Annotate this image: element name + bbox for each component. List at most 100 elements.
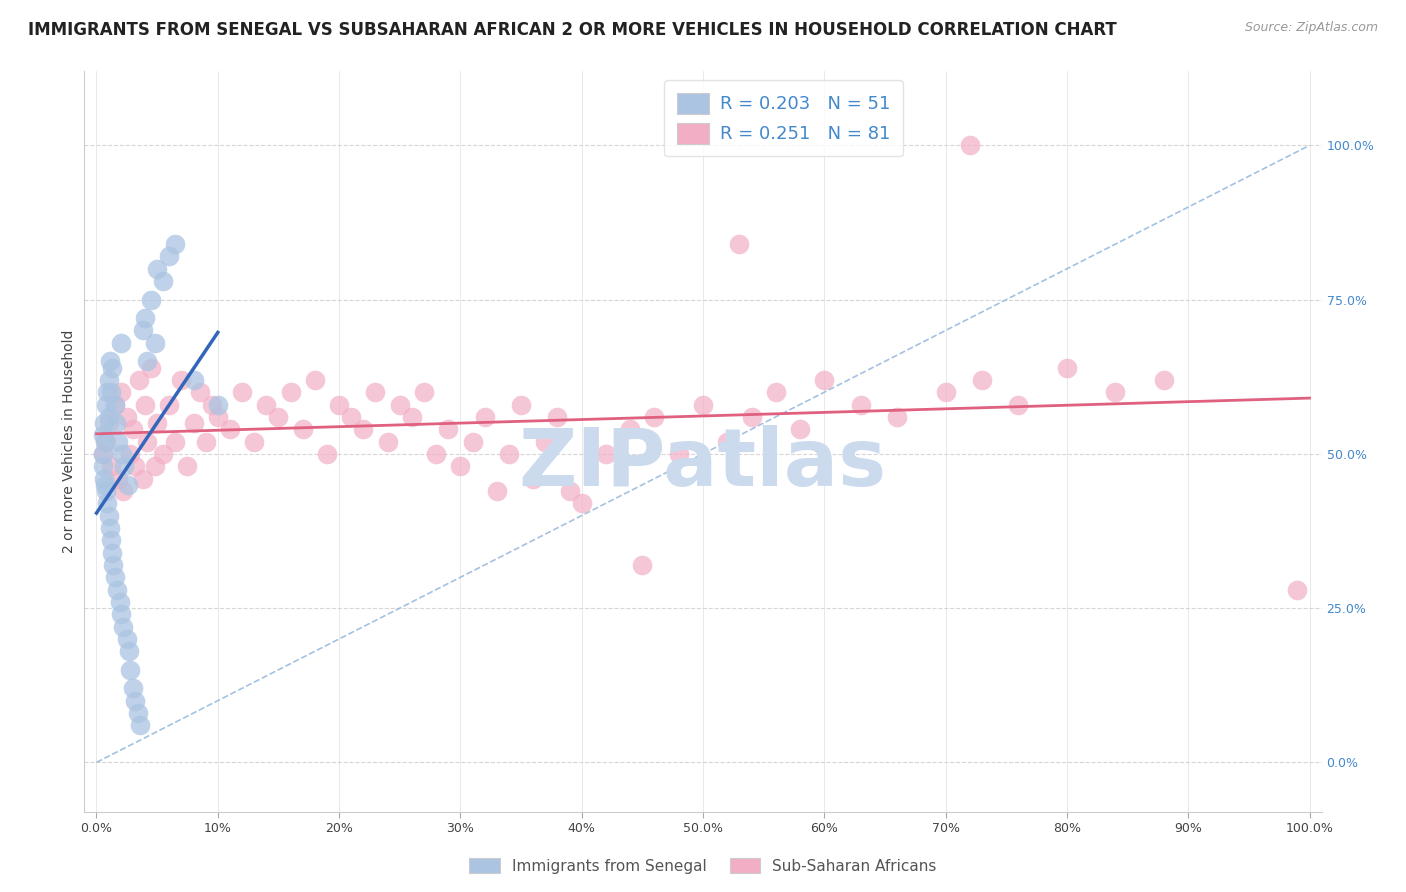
Point [129,718,152,732]
Point [104,398,127,412]
Point [1056,360,1078,375]
Point [122,681,145,696]
Point [425,447,447,461]
Point [104,570,127,584]
Point [111,447,134,461]
Point [139,293,162,307]
Point [188,385,211,400]
Point [340,409,363,424]
Point [619,422,641,436]
Point [716,434,738,449]
Point [97,416,120,430]
Point [316,447,339,461]
Point [631,558,654,572]
Point [970,373,993,387]
Point [112,619,135,633]
Point [93,471,115,485]
Y-axis label: 2 or more Vehicles in Household: 2 or more Vehicles in Household [62,330,76,553]
Point [94,434,117,449]
Point [115,632,138,646]
Point [91,459,114,474]
Point [98,354,121,368]
Point [765,385,787,400]
Point [94,477,117,491]
Point [124,459,146,474]
Point [100,385,122,400]
Point [449,459,471,474]
Point [143,335,166,350]
Point [146,261,169,276]
Point [388,398,411,412]
Point [97,508,120,523]
Point [136,434,159,449]
Text: Source: ZipAtlas.com: Source: ZipAtlas.com [1244,21,1378,34]
Point [96,434,118,449]
Point [886,409,908,424]
Point [97,373,120,387]
Point [207,409,229,424]
Point [101,546,124,560]
Point [96,483,118,498]
Text: ZIPatlas: ZIPatlas [519,425,887,503]
Point [105,582,128,597]
Point [522,471,544,485]
Point [96,385,118,400]
Point [112,459,135,474]
Point [219,422,242,436]
Point [728,237,751,252]
Point [91,447,114,461]
Text: IMMIGRANTS FROM SENEGAL VS SUBSAHARAN AFRICAN 2 OR MORE VEHICLES IN HOUSEHOLD CO: IMMIGRANTS FROM SENEGAL VS SUBSAHARAN AF… [28,21,1116,38]
Point [107,471,129,485]
Point [110,335,132,350]
Point [117,477,139,491]
Point [401,409,423,424]
Point [267,409,290,424]
Point [124,694,146,708]
Point [474,409,496,424]
Point [165,237,187,252]
Point [98,521,121,535]
Point [183,416,205,430]
Point [152,447,174,461]
Point [110,385,132,400]
Point [643,409,665,424]
Point [104,416,127,430]
Point [110,607,132,622]
Point [157,398,180,412]
Point [118,644,141,658]
Point [849,398,872,412]
Point [93,416,115,430]
Point [291,422,314,436]
Point [352,422,374,436]
Point [377,434,399,449]
Point [96,398,118,412]
Point [176,459,198,474]
Point [136,354,159,368]
Point [103,558,125,572]
Point [115,409,138,424]
Point [107,434,129,449]
Point [120,447,142,461]
Point [254,398,277,412]
Point [571,496,593,510]
Point [558,483,581,498]
Point [510,398,533,412]
Point [96,496,118,510]
Point [152,274,174,288]
Point [104,398,127,412]
Point [461,434,484,449]
Point [91,447,114,461]
Point [304,373,326,387]
Point [668,447,690,461]
Point [813,373,835,387]
Point [789,422,811,436]
Point [280,385,302,400]
Point [194,434,217,449]
Point [595,447,617,461]
Point [231,385,253,400]
Point [692,398,714,412]
Point [134,398,156,412]
Point [146,416,169,430]
Point [183,373,205,387]
Point [1153,373,1175,387]
